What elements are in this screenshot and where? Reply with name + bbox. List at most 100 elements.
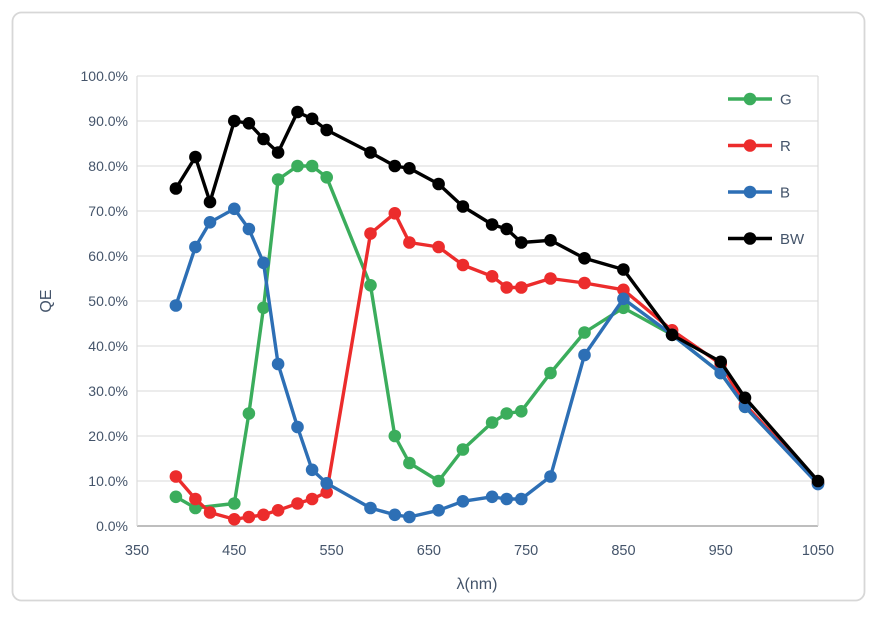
data-point-R (305, 492, 319, 506)
x-tick-label: 950 (709, 543, 733, 559)
x-tick-label: 550 (319, 543, 343, 559)
data-point-BW (271, 146, 285, 159)
data-point-BW (617, 263, 630, 276)
data-point-B (320, 477, 334, 490)
data-point-B (203, 216, 217, 229)
data-point-BW (500, 222, 513, 236)
data-point-G (544, 366, 557, 380)
data-point-G (456, 443, 470, 456)
data-point-R (203, 506, 217, 519)
data-point-G (432, 474, 445, 488)
x-tick-label: 450 (222, 543, 246, 559)
y-axis-title: QE (38, 289, 55, 312)
data-point-B (257, 256, 270, 270)
data-point-G (291, 159, 304, 173)
y-axis-tick-labels: 0.0% 10.0% 20.0% 30.0% 40.0% 50.0% 60.0% 70.0% 8… (81, 68, 128, 534)
y-tick-label: 50.0% (88, 293, 128, 309)
data-point-BW (714, 355, 727, 369)
data-point-B (617, 292, 630, 306)
data-point-R (257, 508, 270, 522)
legend-item-BW: BW (728, 231, 805, 248)
data-point-B (364, 501, 377, 515)
y-tick-label: 70.0% (88, 203, 128, 219)
data-point-BW (403, 162, 416, 175)
data-point-BW (485, 218, 499, 231)
x-axis-title: λ(nm) (457, 576, 498, 593)
data-point-BW (291, 105, 304, 119)
data-point-G (578, 326, 591, 339)
legend-label-BW: BW (780, 231, 805, 248)
figure-border (11, 11, 866, 602)
legend-marker-B (743, 185, 757, 199)
data-point-B (291, 420, 304, 434)
data-point-G (305, 159, 319, 173)
x-tick-label: 650 (417, 543, 441, 559)
gridlines (137, 75, 818, 527)
series-R (169, 207, 825, 526)
data-point-R (544, 272, 557, 285)
x-tick-label: 850 (611, 543, 635, 559)
data-point-G (228, 497, 241, 510)
legend-label-B: B (780, 185, 790, 202)
data-point-BW (432, 177, 445, 191)
legend-marker-G (743, 92, 757, 106)
data-point-BW (364, 146, 377, 159)
data-point-G (189, 501, 202, 515)
data-point-G (257, 301, 270, 315)
y-tick-label: 30.0% (88, 383, 128, 399)
series-BW (169, 105, 825, 488)
data-point-B (432, 504, 445, 517)
legend-item-B: B (728, 185, 790, 202)
data-point-R (456, 258, 470, 272)
data-point-B (456, 495, 470, 508)
data-point-BW (515, 236, 528, 249)
data-point-B (485, 490, 499, 504)
legend-marker-BW (743, 232, 757, 245)
data-point-BW (203, 195, 217, 209)
data-point-R (169, 470, 183, 483)
data-point-B (578, 348, 591, 362)
y-tick-label: 20.0% (88, 428, 128, 444)
data-point-R (485, 270, 499, 283)
data-point-G (320, 171, 334, 184)
y-tick-label: 100.0% (81, 68, 128, 84)
data-point-R (617, 283, 630, 297)
data-point-R (364, 227, 377, 240)
data-point-BW (544, 234, 557, 247)
data-point-B (305, 463, 319, 477)
data-point-BW (228, 114, 241, 128)
y-tick-label: 40.0% (88, 338, 128, 354)
data-point-BW (665, 328, 679, 342)
legend-label-G: G (780, 92, 792, 109)
data-point-R (189, 492, 202, 506)
data-series (169, 105, 825, 526)
data-point-B (271, 357, 285, 371)
data-point-B (242, 222, 256, 236)
legend-item-G: G (728, 92, 792, 109)
data-point-G (169, 490, 183, 504)
data-point-BW (738, 391, 752, 405)
data-point-BW (257, 132, 270, 146)
data-point-G (388, 429, 402, 443)
x-axis-tick-labels: 350 450 550 650 750 850 950 1050 (125, 543, 834, 559)
data-point-R (271, 504, 285, 517)
x-tick-label: 350 (125, 543, 149, 559)
legend-item-R: R (728, 138, 791, 155)
data-point-R (320, 486, 334, 499)
data-point-R (291, 497, 304, 510)
data-point-G (515, 405, 528, 418)
x-tick-label: 750 (514, 543, 538, 559)
data-point-B (500, 492, 513, 506)
data-point-R (388, 207, 402, 220)
y-tick-label: 90.0% (88, 113, 128, 129)
data-point-R (242, 510, 256, 524)
data-point-G (500, 407, 513, 420)
data-point-BW (388, 159, 402, 173)
data-point-BW (578, 251, 591, 265)
data-point-R (515, 281, 528, 294)
y-tick-label: 60.0% (88, 248, 128, 264)
data-point-BW (242, 117, 256, 130)
data-point-R (500, 281, 513, 294)
